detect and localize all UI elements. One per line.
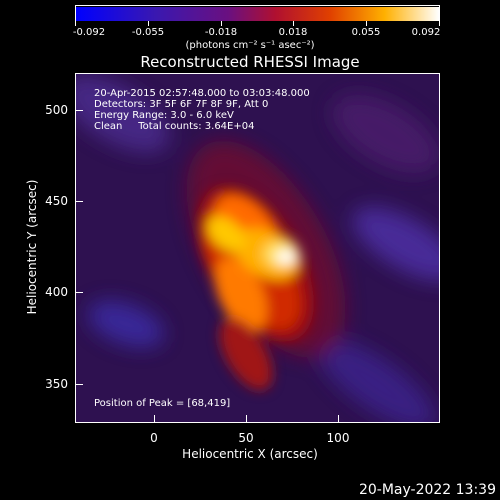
datestamp: 20-May-2022 13:39	[358, 482, 496, 498]
colorbar-tick-label: -0.055	[131, 27, 165, 38]
y-tickmark	[75, 292, 83, 293]
colorbar-tick	[366, 21, 367, 26]
colorbar-tick-label: 0.055	[351, 27, 381, 38]
colorbar-tick-label: -0.092	[72, 27, 106, 38]
colorbar-tick-label: -0.018	[204, 27, 238, 38]
plot-title: Reconstructed RHESSI Image	[140, 53, 360, 71]
colorbar-tick	[75, 21, 76, 26]
info-detectors: Detectors: 3F 5F 6F 7F 8F 9F, Att 0	[94, 99, 269, 110]
colorbar-tick	[439, 21, 440, 26]
x-tick-label: 100	[326, 431, 350, 445]
image-heatmap	[76, 74, 439, 422]
y-tickmark	[75, 201, 83, 202]
peak-position: Position of Peak = [68,419]	[94, 398, 231, 409]
y-tick-label: 350	[45, 377, 68, 391]
y-axis-label: Heliocentric Y (arcsec)	[25, 179, 39, 315]
colorbar-gradient	[76, 7, 439, 21]
x-tick-label: 50	[238, 431, 254, 445]
y-tickmark	[75, 384, 83, 385]
x-tick-label: 0	[150, 431, 158, 445]
colorbar-tick-label: 0.092	[411, 27, 441, 38]
y-tickmark	[75, 110, 83, 111]
info-method-counts: Clean Total counts: 3.64E+04	[94, 121, 255, 132]
info-energy-range: Energy Range: 3.0 - 6.0 keV	[94, 110, 234, 121]
y-tick-label: 400	[45, 285, 68, 299]
colorbar-ticks	[75, 21, 440, 27]
colorbar-unit: (photons cm⁻² s⁻¹ asec⁻²)	[185, 40, 315, 51]
y-tick-label: 450	[45, 194, 68, 208]
colorbar-tick	[293, 21, 294, 26]
colorbar-tick	[148, 21, 149, 26]
x-tickmark	[154, 415, 155, 423]
y-tick-label: 500	[45, 103, 68, 117]
colorbar-tick-label: 0.018	[278, 27, 308, 38]
x-tickmark	[338, 415, 339, 423]
colorbar-labels: -0.092 -0.055 -0.018 0.018 0.055 0.092	[0, 0, 500, 40]
rhessi-image: 20-Apr-2015 02:57:48.000 to 03:03:48.000…	[75, 73, 440, 423]
colorbar	[75, 5, 440, 21]
info-time-range: 20-Apr-2015 02:57:48.000 to 03:03:48.000	[94, 88, 310, 99]
x-tickmark	[246, 415, 247, 423]
colorbar-tick	[221, 21, 222, 26]
x-axis-label: Heliocentric X (arcsec)	[182, 447, 318, 461]
